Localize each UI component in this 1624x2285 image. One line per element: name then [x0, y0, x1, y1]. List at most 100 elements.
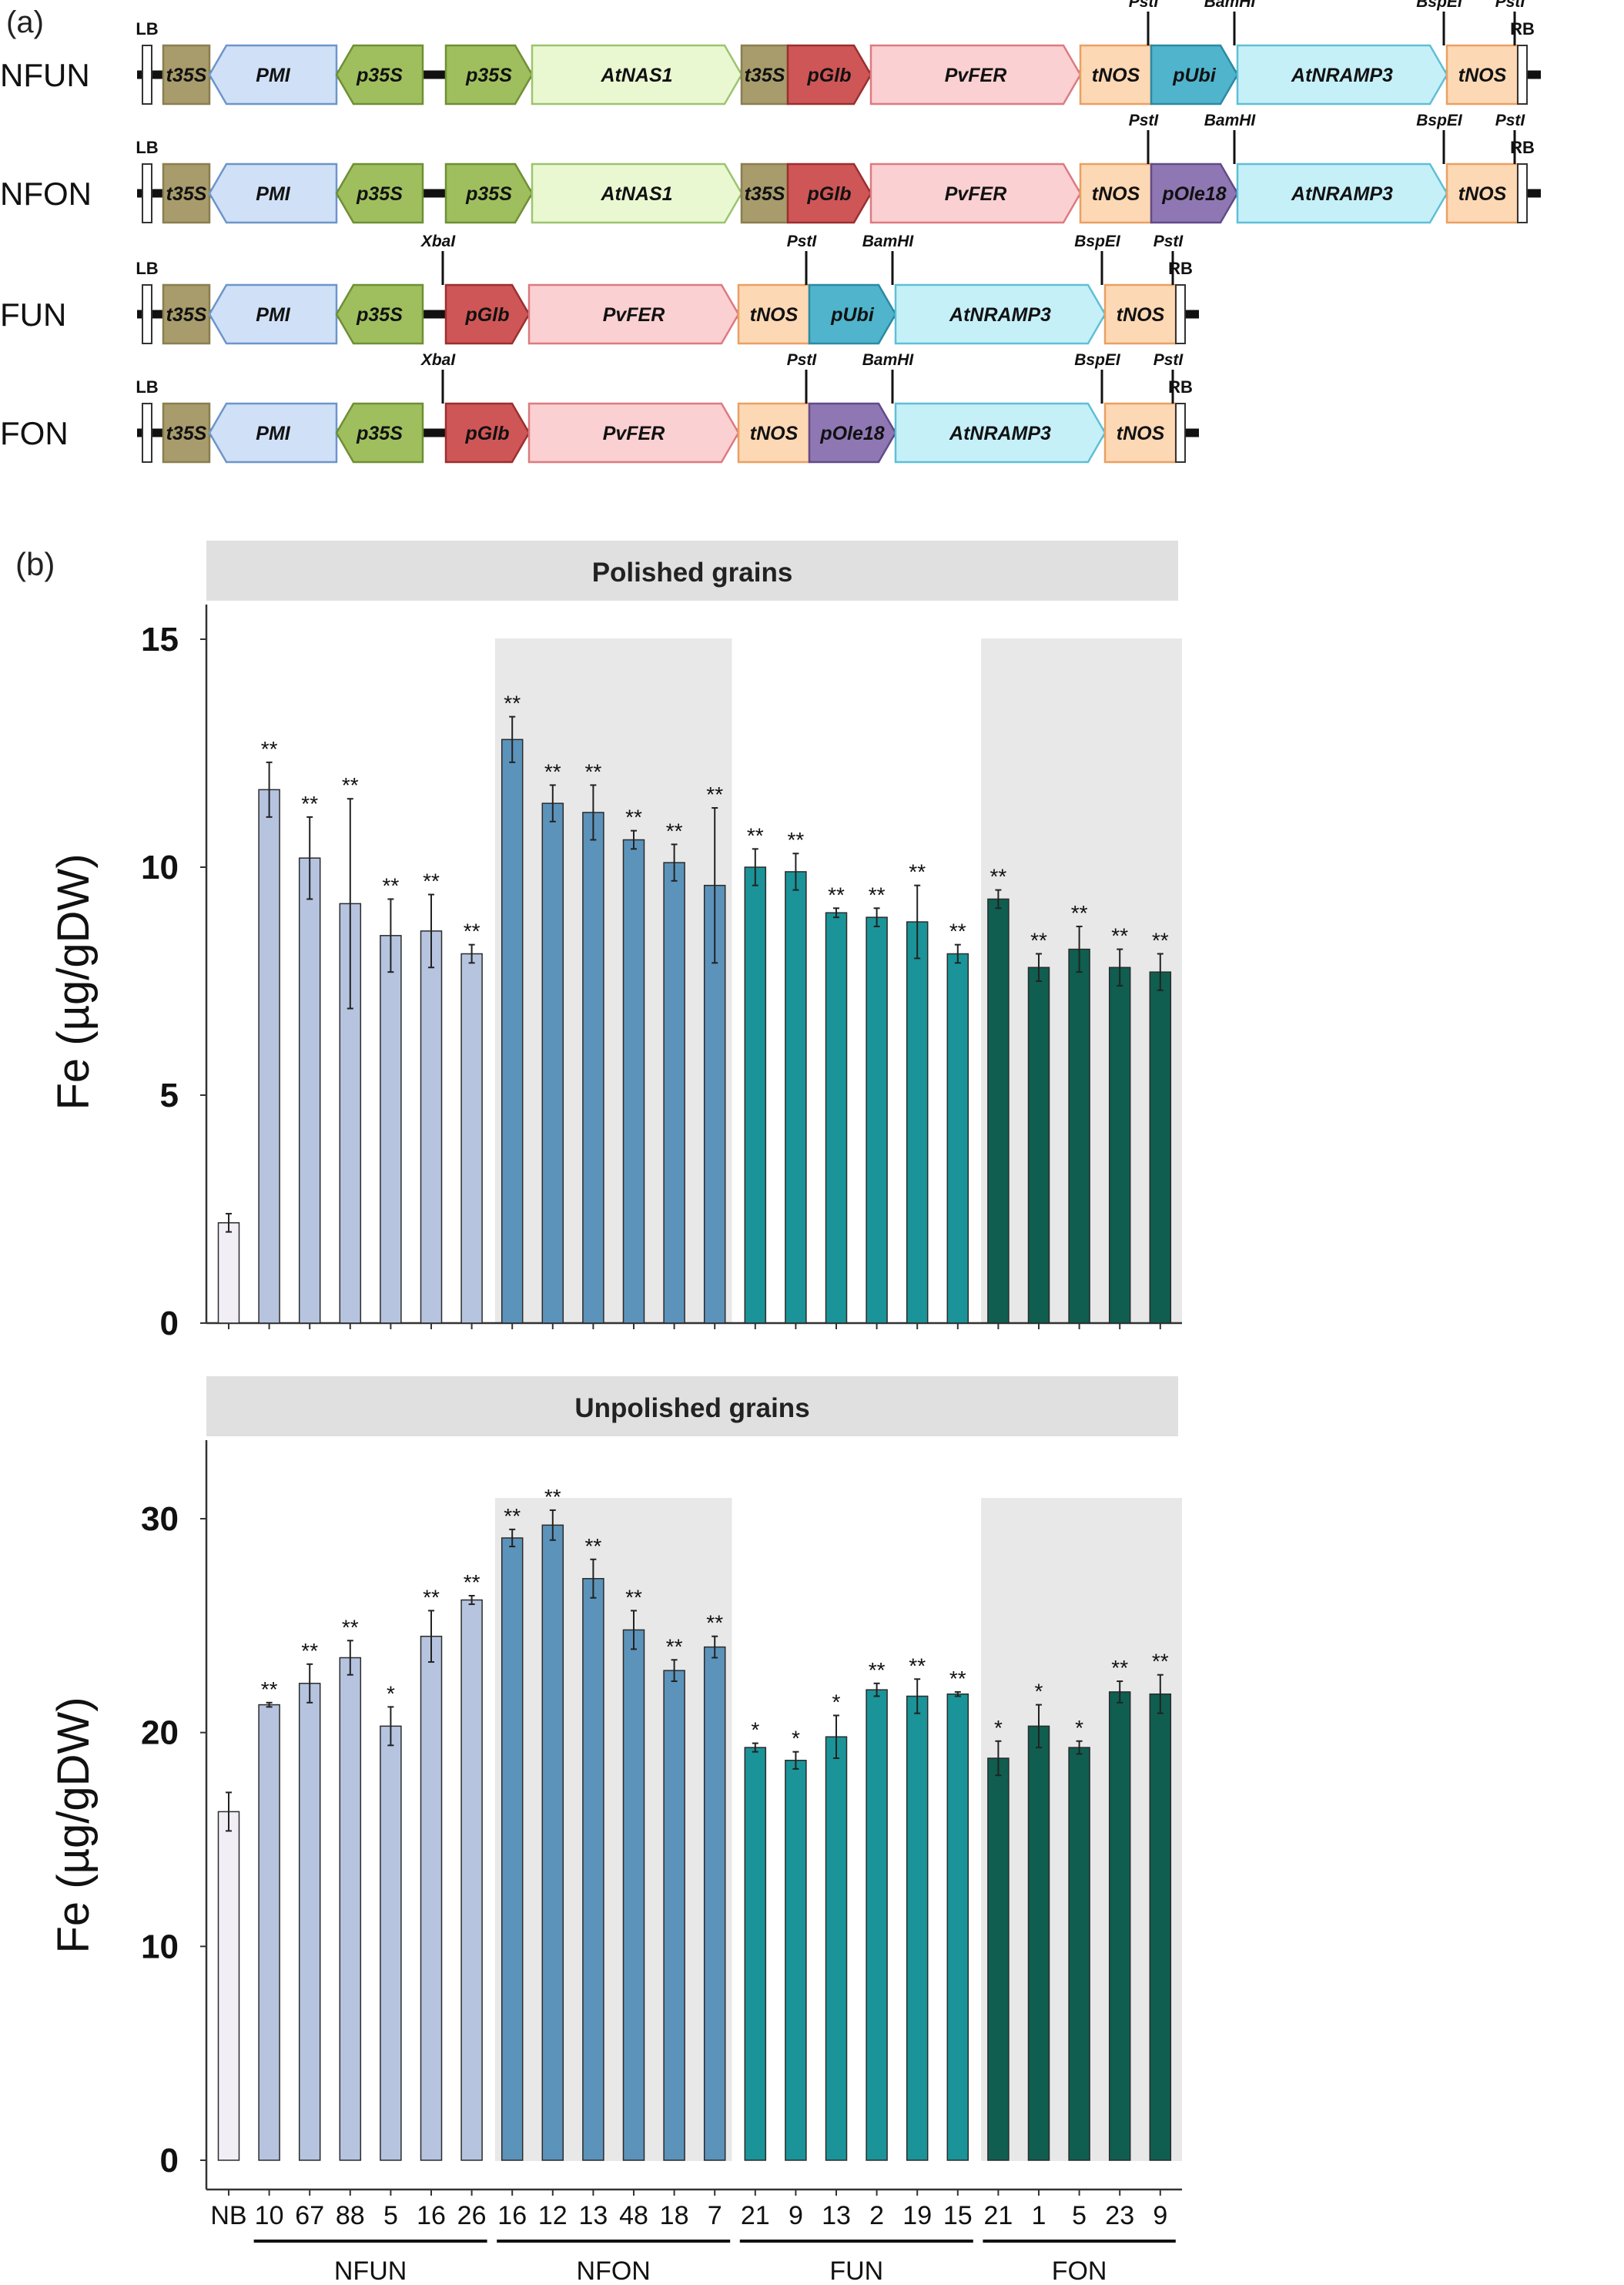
site-label: PstI: [787, 233, 818, 250]
element-p35s: [444, 162, 534, 224]
element-label: PMI: [256, 183, 291, 205]
bar: [622, 1629, 645, 2161]
x-tick-label: 48: [619, 2201, 648, 2230]
chart-polished-title: Polished grains: [592, 558, 793, 588]
element-fer: [527, 283, 740, 345]
bar: [1108, 967, 1131, 1324]
element-fer: [869, 162, 1082, 224]
site-label: PstI: [1129, 112, 1160, 129]
bar: [541, 1524, 564, 2161]
bar: [420, 1635, 443, 2161]
y-tick-label: 20: [141, 1714, 179, 1752]
x-tick-label: 21: [983, 2201, 1013, 2230]
element-label: tNOS: [1117, 304, 1165, 326]
significance-label: **: [990, 865, 1007, 889]
bar: [866, 916, 888, 1324]
border-marker: [1517, 45, 1528, 105]
bar: [987, 1757, 1010, 2161]
x-tick-label: 15: [943, 2201, 973, 2230]
significance-label: **: [666, 819, 683, 843]
element-label: tNOS: [1092, 183, 1140, 205]
element-label: t35S: [745, 183, 785, 205]
border-label: LB: [136, 259, 158, 278]
element-label: AtNAS1: [600, 183, 672, 205]
bar: [663, 1670, 685, 2161]
y-axis-label-unpolished: Fe (µg/gDW): [49, 1697, 99, 1953]
site-label: BamHI: [862, 351, 915, 369]
significance-label: **: [261, 1677, 278, 1701]
bar: [987, 898, 1010, 1324]
element-label: PvFER: [945, 183, 1007, 205]
bar: [298, 857, 321, 1324]
element-label: PMI: [256, 304, 291, 326]
site-label: BamHI: [862, 233, 915, 250]
significance-label: **: [869, 883, 886, 906]
construct-name: FON: [0, 415, 69, 451]
y-axis-label-polished: Fe (µg/gDW): [49, 853, 99, 1110]
site-label: XbaI: [420, 351, 457, 369]
element-pubi: [808, 283, 897, 345]
bar: [380, 1725, 402, 2161]
element-label: pUbi: [830, 304, 875, 326]
x-tick-label: NB: [210, 2201, 246, 2230]
element-label: t35S: [166, 423, 207, 444]
group-shade-nfon: [494, 1498, 732, 2161]
bar: [501, 739, 524, 1324]
bar: [1068, 1747, 1090, 2161]
element-label: pGlb: [465, 423, 510, 444]
construct-nfun: NFUN LB t35S PMI p35S p35S AtNAS1 t35S pGlb PvFER…: [0, 0, 1541, 106]
significance-label: *: [1075, 1716, 1083, 1740]
border-label: LB: [136, 19, 158, 39]
significance-label: **: [1030, 928, 1047, 952]
border-marker: [142, 163, 152, 223]
bar: [380, 935, 402, 1324]
site-label: PstI: [787, 351, 818, 369]
x-tick-label: 18: [660, 2201, 689, 2230]
element-label: t35S: [166, 183, 207, 205]
site-label: PstI: [1495, 112, 1526, 129]
group-shade-nfon: [494, 638, 732, 1323]
site-label: BamHI: [1204, 0, 1257, 11]
construct-nfon: NFON LB t35S PMI p35S p35S AtNAS1 t35S pGlb PvFER…: [0, 112, 1541, 224]
site-label: XbaI: [420, 233, 457, 250]
site-label: BspEI: [1416, 112, 1463, 129]
significance-label: **: [869, 1658, 886, 1682]
bar: [744, 866, 767, 1324]
element-nramp: [894, 402, 1107, 464]
site-label: PstI: [1129, 0, 1160, 11]
construct-maps: NFUN LB t35S PMI p35S p35S AtNAS1 t35S pGlb PvFER…: [0, 0, 1541, 464]
significance-label: **: [949, 1667, 966, 1690]
y-tick-label: 10: [141, 849, 179, 886]
significance-label: **: [383, 873, 400, 897]
y-tick-label: 10: [141, 1928, 179, 1965]
border-marker: [142, 45, 152, 105]
site-label: BspEI: [1074, 351, 1121, 369]
border-marker: [142, 284, 152, 344]
y-tick-label: 30: [141, 1500, 179, 1538]
bar: [1149, 1693, 1172, 2161]
x-tick-label: 67: [295, 2201, 324, 2230]
chart-unpolished-title: Unpolished grains: [574, 1393, 809, 1423]
element-label: PvFER: [603, 423, 665, 444]
significance-label: **: [706, 1611, 723, 1635]
bar: [744, 1747, 767, 2161]
x-tick-label: 23: [1105, 2201, 1134, 2230]
element-t35s: [162, 283, 211, 345]
bar: [258, 789, 280, 1324]
element-label: tNOS: [1458, 65, 1507, 86]
significance-label: **: [301, 1639, 318, 1663]
significance-label: **: [423, 869, 440, 893]
significance-label: **: [585, 759, 602, 783]
bar: [1068, 948, 1090, 1324]
bar: [1027, 1725, 1050, 2161]
bar: [541, 802, 564, 1324]
construct-fon: FON LB t35S PMI p35S pGlb PvFER tNOS pOle18 AtNRA…: [0, 351, 1199, 464]
x-tick-label: 5: [1072, 2201, 1087, 2230]
significance-label: **: [788, 828, 805, 852]
border-marker: [142, 403, 152, 463]
significance-label: *: [792, 1727, 800, 1751]
element-label: tNOS: [750, 423, 799, 444]
significance-label: **: [625, 806, 642, 829]
